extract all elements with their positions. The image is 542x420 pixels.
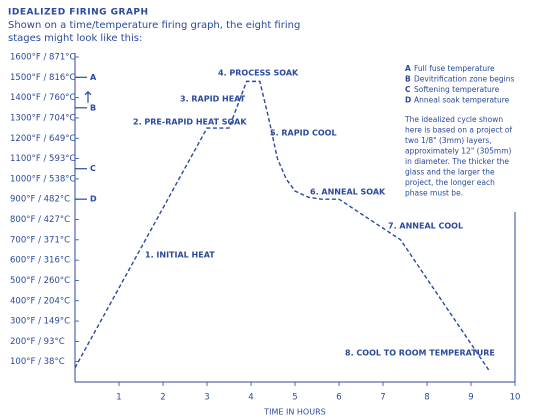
y-tick-label: 100°F / 38°C [10, 357, 65, 367]
y-tick-label: 800°F / 427°C [10, 215, 70, 225]
stage-label: 3. RAPID HEAT [180, 95, 246, 104]
y-tick-label: 1400°F / 760°C [10, 93, 76, 103]
stage-label: 7. ANNEAL COOL [388, 222, 463, 231]
marker-label: B [90, 103, 96, 112]
stage-label: 5. RAPID COOL [270, 129, 337, 138]
x-tick-label: 6 [336, 393, 341, 403]
x-tick-label: 4 [248, 393, 253, 403]
y-tick-label: 1600°F / 871°C [10, 53, 76, 63]
firing-line [74, 80, 490, 371]
marker-label: C [90, 164, 96, 173]
y-tick-label: 1500°F / 816°C [10, 73, 76, 83]
subtitle: Shown on a time/temperature firing graph… [8, 20, 300, 31]
marker-arrow [84, 90, 92, 103]
x-tick-label: 1 [116, 393, 121, 403]
note-line: here is based on a project of [405, 126, 512, 135]
x-tick-label: 8 [424, 393, 429, 403]
stage-label: 6. ANNEAL SOAK [310, 188, 386, 197]
marker-label: D [90, 195, 97, 204]
stage-label: 4. PROCESS SOAK [218, 69, 299, 78]
marker-label: A [90, 73, 97, 82]
key-letter: D [405, 96, 411, 105]
y-tick-label: 1300°F / 704°C [10, 113, 76, 123]
x-tick-label: 2 [160, 393, 165, 403]
x-tick-label: 3 [204, 393, 209, 403]
x-tick-label: 10 [510, 393, 521, 403]
y-tick-label: 700°F / 371°C [10, 235, 70, 245]
key-text: Full fuse temperature [414, 64, 495, 73]
y-tick-label: 1200°F / 649°C [10, 134, 76, 144]
y-tick-label: 1100°F / 593°C [10, 154, 76, 164]
y-tick-label: 200°F / 93°C [10, 337, 65, 347]
subtitle: stages might look like this: [8, 33, 142, 44]
y-tick-label: 600°F / 316°C [10, 256, 70, 266]
note-line: phase must be. [405, 189, 463, 198]
stage-label: 8. COOL TO ROOM TEMPERATURE [345, 349, 495, 358]
stage-label: 2. PRE-RAPID HEAT SOAK [133, 118, 247, 127]
key-letter: B [405, 75, 411, 84]
note-line: The idealized cycle shown [404, 115, 503, 124]
key-text: Anneal soak temperature [414, 96, 510, 105]
stage-label: 1. INITIAL HEAT [145, 251, 215, 260]
y-tick-label: 400°F / 204°C [10, 296, 70, 306]
key-letter: A [405, 64, 411, 73]
note-line: two 1/8" (3mm) layers, [405, 136, 492, 145]
key-text: Softening temperature [414, 85, 500, 94]
note-line: project, the longer each [405, 178, 495, 187]
x-tick-label: 5 [292, 393, 297, 403]
note-line: approximately 12" (305mm) [405, 147, 512, 156]
key-text: Devitrification zone begins [414, 75, 514, 84]
y-tick-label: 1000°F / 538°C [10, 174, 76, 184]
y-tick-label: 300°F / 149°C [10, 317, 70, 327]
chart-title: IDEALIZED FIRING GRAPH [8, 8, 149, 18]
note-line: in diameter. The thicker the [405, 157, 509, 166]
y-tick-label: 500°F / 260°C [10, 276, 70, 286]
x-tick-label: 7 [380, 393, 385, 403]
y-tick-label: 900°F / 482°C [10, 195, 70, 205]
note-line: glass and the larger the [405, 168, 495, 177]
x-axis-label: TIME IN HOURS [263, 408, 325, 417]
x-tick-label: 9 [468, 393, 473, 403]
key-letter: C [405, 85, 411, 94]
